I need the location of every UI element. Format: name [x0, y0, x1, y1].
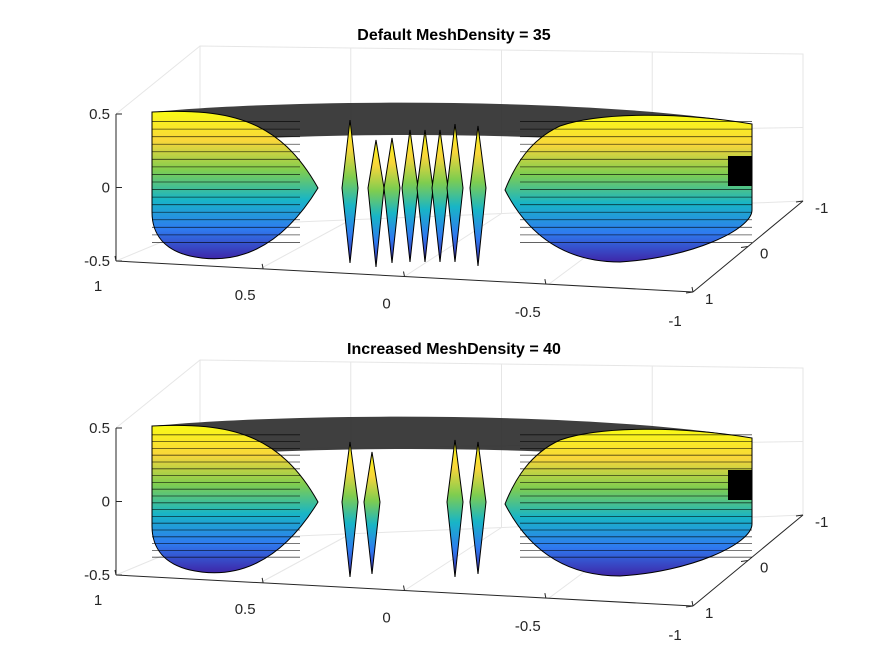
surface-plot-2[interactable]: Increased MeshDensity = 40 0.5 0 -0.5 1 0.5 0 -… — [0, 314, 875, 642]
y-tick-label: 0 — [760, 246, 768, 263]
z-tick-label: -0.5 — [84, 253, 110, 270]
x-tick-label: -0.5 — [515, 618, 541, 635]
z-tick-label: 0 — [102, 494, 110, 511]
chart-title: Default MeshDensity = 35 — [357, 27, 551, 44]
x-tick-label: 1 — [94, 278, 102, 295]
x-tick-label: 1 — [94, 592, 102, 609]
y-tick-label: 1 — [705, 605, 713, 622]
surface-plot-1[interactable]: Default MeshDensity = 35 0.5 0 -0.5 1 0.5 0 -0.… — [0, 0, 875, 328]
x-tick-label: -0.5 — [515, 304, 541, 321]
surface — [151, 416, 753, 578]
mesh-lines — [152, 121, 752, 243]
mesh-lines — [152, 434, 752, 558]
x-tick-label: 0 — [382, 296, 390, 313]
z-tick-label: 0 — [102, 180, 110, 197]
y-tick-label: -1 — [815, 200, 828, 217]
y-tick-label: 0 — [760, 560, 768, 577]
z-tick-label: -0.5 — [84, 567, 110, 584]
x-tick-label: -1 — [668, 313, 681, 328]
y-tick-label: -1 — [815, 514, 828, 531]
chart-title: Increased MeshDensity = 40 — [347, 341, 561, 358]
x-tick-label: 0 — [382, 610, 390, 627]
x-tick-label: 0.5 — [235, 287, 256, 304]
x-tick-label: -1 — [668, 627, 681, 642]
x-tick-label: 0.5 — [235, 601, 256, 618]
axis-lines — [114, 113, 804, 294]
axis-lines — [114, 427, 804, 608]
z-tick-label: 0.5 — [89, 420, 110, 437]
z-tick-label: 0.5 — [89, 106, 110, 123]
y-tick-label: 1 — [705, 291, 713, 308]
